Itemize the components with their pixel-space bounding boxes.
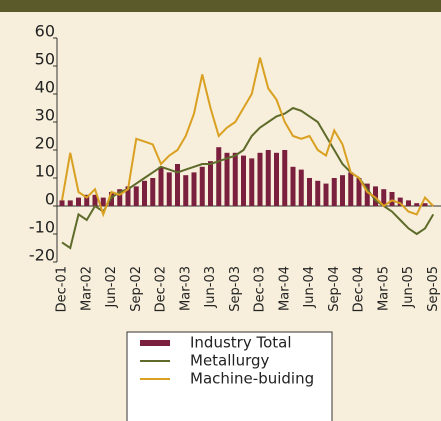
bar xyxy=(67,200,73,206)
x-tick-label: Jun-05 xyxy=(401,266,416,309)
x-tick-label: Dec-03 xyxy=(253,266,268,312)
legend-swatch xyxy=(140,340,170,346)
bar xyxy=(406,200,411,206)
bar xyxy=(241,155,246,206)
bar xyxy=(166,172,172,206)
y-tick-label: -20 xyxy=(29,246,55,265)
bar xyxy=(414,203,420,206)
legend-label: Machine-buiding xyxy=(190,370,314,388)
x-tick-label: Sep-05 xyxy=(426,266,441,312)
bar xyxy=(59,200,65,206)
y-tick-label: 20 xyxy=(35,134,55,153)
bar xyxy=(224,152,230,206)
x-tick-label: Jun-04 xyxy=(302,266,317,309)
bar xyxy=(356,178,362,206)
bar xyxy=(340,175,345,206)
bar xyxy=(249,158,255,206)
x-tick-label: Dec-04 xyxy=(352,266,367,312)
bar xyxy=(208,161,213,206)
legend xyxy=(126,331,333,421)
y-tick-label: 30 xyxy=(35,106,55,125)
bar xyxy=(76,197,81,206)
x-tick-label: Jun-02 xyxy=(104,266,119,309)
line xyxy=(61,106,435,250)
bar xyxy=(331,178,337,206)
bar xyxy=(389,192,395,206)
bar xyxy=(323,183,329,206)
bar xyxy=(232,152,238,206)
bar xyxy=(257,152,263,206)
bar xyxy=(117,189,123,206)
bar xyxy=(364,183,370,206)
x-tick-label: Dec-01 xyxy=(55,266,70,312)
bar xyxy=(100,197,106,206)
x-tick-label: Mar-04 xyxy=(277,266,292,311)
y-tick-label: 40 xyxy=(35,78,55,97)
bar xyxy=(282,150,288,206)
bar xyxy=(183,175,189,206)
bar xyxy=(150,178,156,206)
bar xyxy=(290,166,296,206)
bar xyxy=(191,172,197,206)
x-tick-label: Dec-02 xyxy=(154,266,169,312)
x-tick-label: Sep-03 xyxy=(228,266,243,312)
x-tick-label: Mar-02 xyxy=(79,266,94,311)
bar xyxy=(92,194,98,206)
x-tick-label: Sep-04 xyxy=(327,266,342,312)
bar xyxy=(142,180,147,206)
y-tick-label: 50 xyxy=(35,50,55,69)
bar xyxy=(298,169,304,206)
bar xyxy=(373,186,378,206)
legend-label: Industry Total xyxy=(190,334,292,352)
x-tick-label: Mar-03 xyxy=(178,266,193,311)
x-tick-label: Mar-05 xyxy=(376,266,391,311)
bar xyxy=(158,166,164,206)
legend-label: Metallurgy xyxy=(190,352,270,370)
bar xyxy=(274,152,279,206)
bar xyxy=(348,172,354,206)
bar xyxy=(216,147,222,206)
bar xyxy=(133,186,139,206)
bar xyxy=(199,166,205,206)
bar xyxy=(175,164,180,206)
y-tick-label: 10 xyxy=(35,162,55,181)
x-tick-label: Jun-03 xyxy=(203,266,218,309)
header-band xyxy=(0,0,441,12)
line xyxy=(61,57,434,218)
y-tick-label: 60 xyxy=(35,22,55,41)
bar xyxy=(307,178,312,206)
bar xyxy=(397,197,403,206)
bar xyxy=(84,194,90,206)
bar xyxy=(265,150,271,206)
y-tick-label: -10 xyxy=(29,218,55,237)
bar xyxy=(422,203,428,206)
bar xyxy=(315,180,321,206)
x-tick-label: Sep-02 xyxy=(129,266,144,312)
y-tick-label: 0 xyxy=(45,190,55,209)
bar xyxy=(381,189,387,206)
bar xyxy=(125,186,131,206)
